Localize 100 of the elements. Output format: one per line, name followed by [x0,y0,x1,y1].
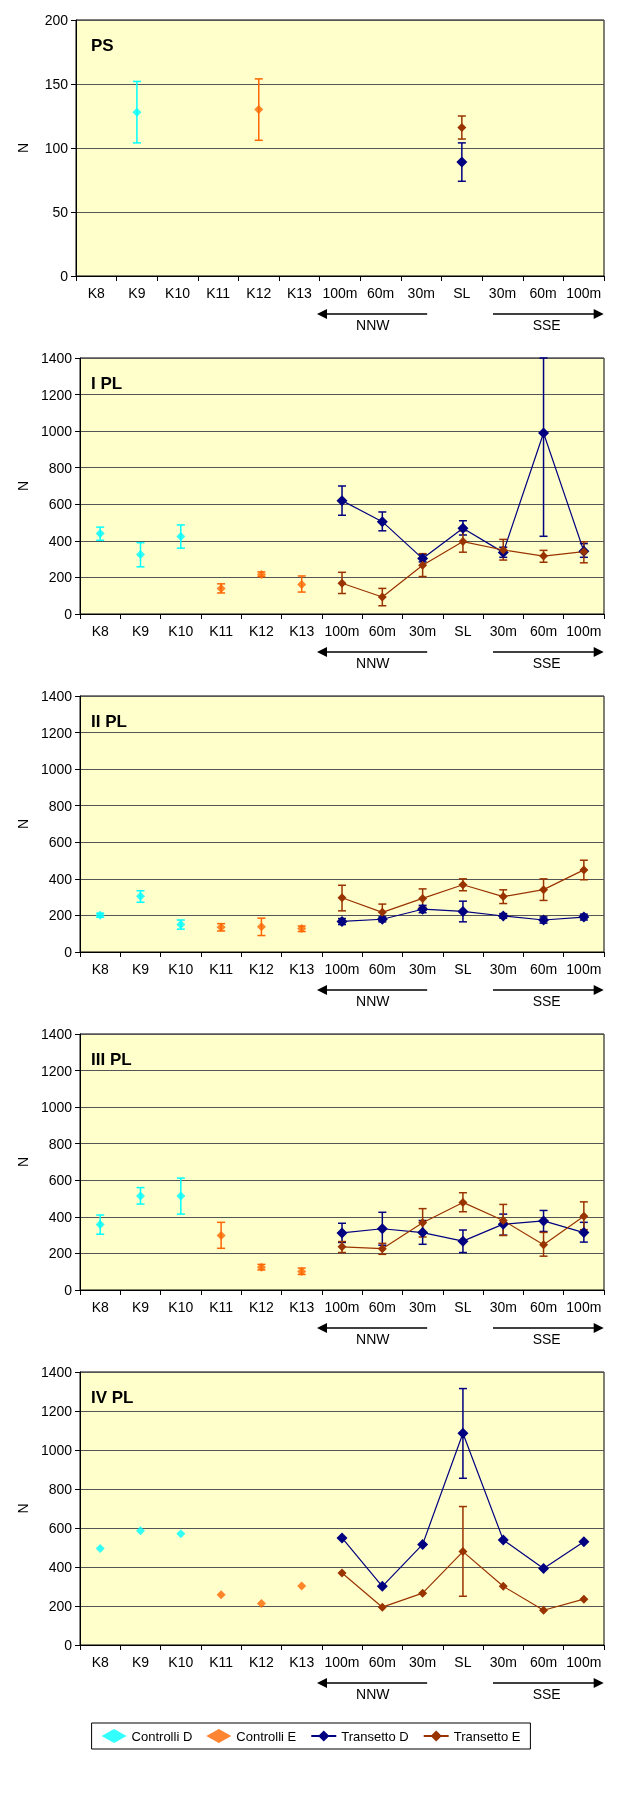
x-tick-label: 100m [566,1299,602,1315]
y-tick-label: 0 [64,606,73,622]
x-tick-label: 60m [368,961,396,977]
x-tick-label: 100m [324,1654,360,1670]
text: PS [91,36,114,55]
x-tick-label: 100m [322,285,358,301]
y-axis-title: N [15,142,31,154]
x-tick-label: 100m [324,961,360,977]
x-tick-label: K13 [289,1299,315,1315]
x-tick-label: 60m [368,1654,396,1670]
y-tick-label: 1000 [40,761,73,778]
y-axis-title: N [15,1503,31,1514]
y-tick-label: 400 [48,532,73,549]
y-tick-label: 1400 [40,350,73,366]
y-tick-label: 1200 [40,724,73,741]
text: SSE [532,1686,561,1702]
x-tick-label: K9 [131,1299,150,1315]
x-tick-label: K13 [286,285,313,301]
x-tick-label: K8 [91,623,109,639]
y-tick-label: 400 [48,870,73,887]
x-tick-label: 30m [409,1654,437,1670]
y-tick-label: 1000 [40,1442,73,1458]
x-tick-label: K10 [165,285,191,301]
text: NNW [356,1686,391,1702]
x-tick-label: K11 [209,961,234,977]
x-tick-label: K11 [209,623,234,639]
x-tick-label: 30m [409,623,437,639]
x-tick-label: SL [453,285,471,301]
y-tick-label: 0 [64,1282,73,1298]
x-tick-label: K12 [248,961,275,977]
x-tick-label: K13 [289,1654,315,1670]
y-tick-label: 1400 [40,1364,73,1380]
x-tick-label: K12 [248,623,275,639]
legend-label: Controlli E [236,1728,297,1744]
legend-label: Controlli D [131,1728,193,1744]
x-tick-label: K9 [131,961,150,977]
x-tick-label: 60m [529,285,557,301]
x-tick-label: K9 [131,1654,150,1670]
x-tick-label: 100m [566,623,602,639]
text: NNW [356,655,391,671]
x-tick-label: K9 [128,285,146,301]
x-tick-label: 30m [489,961,517,977]
x-tick-label: K12 [248,1299,275,1315]
x-tick-label: 100m [324,623,360,639]
x-tick-label: 30m [409,1299,437,1315]
x-tick-label: K10 [168,623,194,639]
text: SSE [532,993,561,1009]
y-tick-label: 1400 [40,688,73,704]
x-tick-label: K11 [209,1299,234,1315]
y-tick-label: 150 [44,76,69,92]
y-tick-label: 600 [48,1172,73,1189]
x-tick-label: K10 [168,961,194,977]
y-tick-label: 1200 [40,1403,73,1419]
text: SSE [532,655,561,671]
x-tick-label: 100m [566,1654,602,1670]
x-tick-label: K13 [289,961,315,977]
y-tick-label: 800 [48,1135,73,1152]
legend-label: Transetto D [341,1728,409,1744]
x-tick-label: SL [454,623,472,639]
y-tick-label: 400 [48,1208,73,1225]
text: II PL [91,712,127,731]
x-tick-label: K8 [91,1654,109,1670]
x-tick-label: SL [454,1299,472,1315]
x-tick-label: 30m [407,285,435,301]
x-tick-label: K10 [168,1299,194,1315]
y-tick-label: 1000 [40,423,73,440]
x-tick-label: 30m [489,1654,517,1670]
x-tick-label: 60m [529,961,558,977]
text: I PL [91,374,123,393]
text: SSE [532,1331,561,1347]
x-tick-label: 60m [367,285,395,301]
x-tick-label: K8 [87,285,106,301]
y-tick-label: 600 [48,834,73,851]
y-axis-title: N [15,480,31,492]
y-tick-label: 0 [64,944,73,960]
x-tick-label: K8 [91,961,109,977]
x-tick-label: 60m [529,623,558,639]
x-tick-label: K10 [168,1654,194,1670]
x-tick-label: 30m [489,1299,517,1315]
text: SSE [532,317,561,333]
text: IV PL [91,1388,134,1407]
x-tick-label: 60m [529,1299,558,1315]
y-tick-label: 600 [48,496,73,513]
y-tick-label: 400 [48,1559,73,1575]
x-tick-label: 100m [566,961,602,977]
x-tick-label: SL [454,961,472,977]
y-tick-label: 1200 [40,386,73,403]
x-tick-label: SL [454,1654,472,1670]
x-tick-label: K8 [91,1299,109,1315]
y-tick-label: 1400 [40,1026,73,1042]
x-tick-label: 30m [489,623,517,639]
x-tick-label: K13 [289,623,315,639]
y-tick-label: 200 [48,569,73,586]
x-tick-label: K11 [206,285,231,301]
y-tick-label: 200 [48,1598,73,1614]
x-tick-label: 60m [368,623,396,639]
x-tick-label: K9 [131,623,150,639]
y-axis-title: N [15,818,31,830]
x-tick-label: 100m [566,285,602,301]
y-tick-label: 1200 [40,1062,73,1079]
